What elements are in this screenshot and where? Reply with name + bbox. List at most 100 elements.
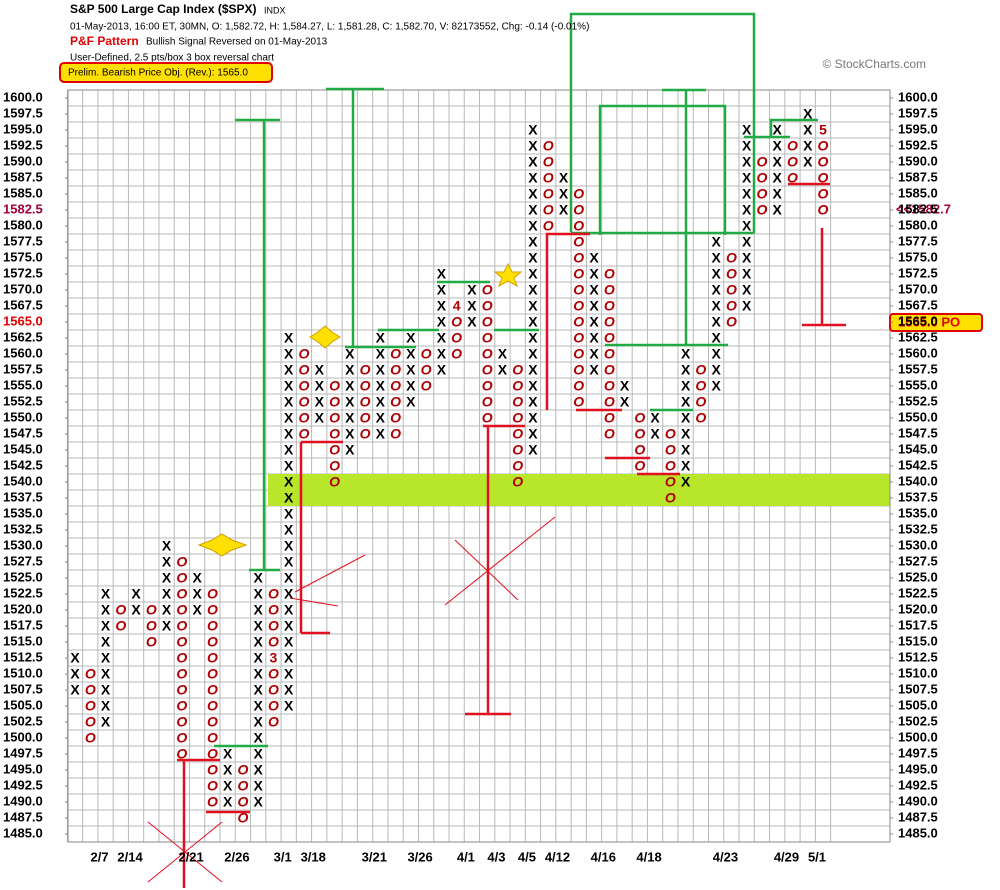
copyright: © StockCharts.com (822, 57, 926, 71)
box: X (284, 490, 294, 506)
box: O (207, 714, 218, 730)
box: O (421, 346, 432, 362)
box: X (254, 778, 264, 794)
box: X (528, 138, 538, 154)
y-tick-label: 1547.5 (3, 425, 43, 440)
y-tick-label: 1490.0 (3, 793, 43, 808)
box: O (146, 602, 157, 618)
box: X (345, 442, 355, 458)
box: X (376, 346, 386, 362)
box: X (711, 250, 721, 266)
box: O (451, 314, 462, 330)
y-tick-label: 1557.5 (3, 361, 43, 376)
box: O (329, 474, 340, 490)
box: X (284, 554, 294, 570)
box: O (726, 314, 737, 330)
box: O (207, 762, 218, 778)
y-tick-label: 1492.5 (898, 777, 938, 792)
box: O (85, 714, 96, 730)
box: O (573, 282, 584, 298)
box: O (360, 410, 371, 426)
box: O (360, 394, 371, 410)
pattern-label: P&F Pattern (70, 34, 139, 48)
y-tick-label: 1557.5 (898, 361, 938, 376)
y-tick-label: 1590.0 (3, 153, 43, 168)
box: O (207, 586, 218, 602)
box: X (650, 410, 660, 426)
y-tick-label: 1587.5 (898, 169, 938, 184)
box: O (756, 186, 767, 202)
x-tick-label: 5/1 (808, 849, 826, 864)
y-tick-label: 1597.5 (3, 105, 43, 120)
box: O (85, 730, 96, 746)
y-tick-label: 1510.0 (3, 665, 43, 680)
box: O (176, 650, 187, 666)
box: O (237, 794, 248, 810)
y-tick-label: 1535.0 (3, 505, 43, 520)
y-tick-label: 1502.5 (898, 713, 938, 728)
box: O (604, 426, 615, 442)
box: X (406, 330, 416, 346)
box: O (299, 362, 310, 378)
box: O (176, 586, 187, 602)
y-tick-label: 1500.0 (898, 729, 938, 744)
box: O (634, 410, 645, 426)
box: O (146, 634, 157, 650)
box: X (284, 522, 294, 538)
y-tick-label: 1580.0 (3, 217, 43, 232)
box: X (437, 298, 447, 314)
box: X (101, 666, 111, 682)
y-tick-label: 1540.0 (3, 473, 43, 488)
box: X (315, 410, 325, 426)
box: X (131, 586, 141, 602)
box: O (726, 250, 737, 266)
box: X (284, 330, 294, 346)
box: O (604, 298, 615, 314)
box: O (573, 234, 584, 250)
box: X (345, 346, 355, 362)
y-tick-label: 1560.0 (3, 345, 43, 360)
objective-box (59, 62, 273, 83)
y-tick-label: 1577.5 (3, 233, 43, 248)
box: X (284, 538, 294, 554)
y-tick-label: 1552.5 (898, 393, 938, 408)
box: O (390, 410, 401, 426)
x-tick-label: 4/16 (591, 849, 616, 864)
x-tick-label: 4/29 (774, 849, 799, 864)
y-tick-label: 1525.0 (3, 569, 43, 584)
box: O (237, 762, 248, 778)
box: O (176, 698, 187, 714)
box: X (711, 266, 721, 282)
box: X (70, 682, 80, 698)
box: O (237, 810, 248, 826)
box: X (711, 362, 721, 378)
box: O (787, 170, 798, 186)
box: X (437, 346, 447, 362)
box: X (284, 666, 294, 682)
box: O (482, 346, 493, 362)
x-tick-label: 2/7 (90, 849, 108, 864)
box: O (268, 586, 279, 602)
box: X (162, 618, 172, 634)
y-tick-label: 1520.0 (898, 601, 938, 616)
box: O (268, 698, 279, 714)
box: X (528, 186, 538, 202)
box: O (451, 346, 462, 362)
box: O (512, 410, 523, 426)
y-tick-label: 1550.0 (3, 409, 43, 424)
box: X (742, 218, 752, 234)
box: O (634, 426, 645, 442)
pattern: Bullish Signal Reversed on 01-May-2013 (146, 37, 328, 48)
box: X (223, 762, 233, 778)
y-tick-label: 1560.0 (898, 345, 938, 360)
box: X (315, 378, 325, 394)
x-tick-label: 4/1 (457, 849, 475, 864)
box: O (634, 458, 645, 474)
x-tick-label: 3/18 (301, 849, 326, 864)
box: X (742, 202, 752, 218)
y-tick-label: 1522.5 (3, 585, 43, 600)
y-tick-label: 1562.5 (898, 329, 938, 344)
box: X (192, 602, 202, 618)
box: X (528, 234, 538, 250)
